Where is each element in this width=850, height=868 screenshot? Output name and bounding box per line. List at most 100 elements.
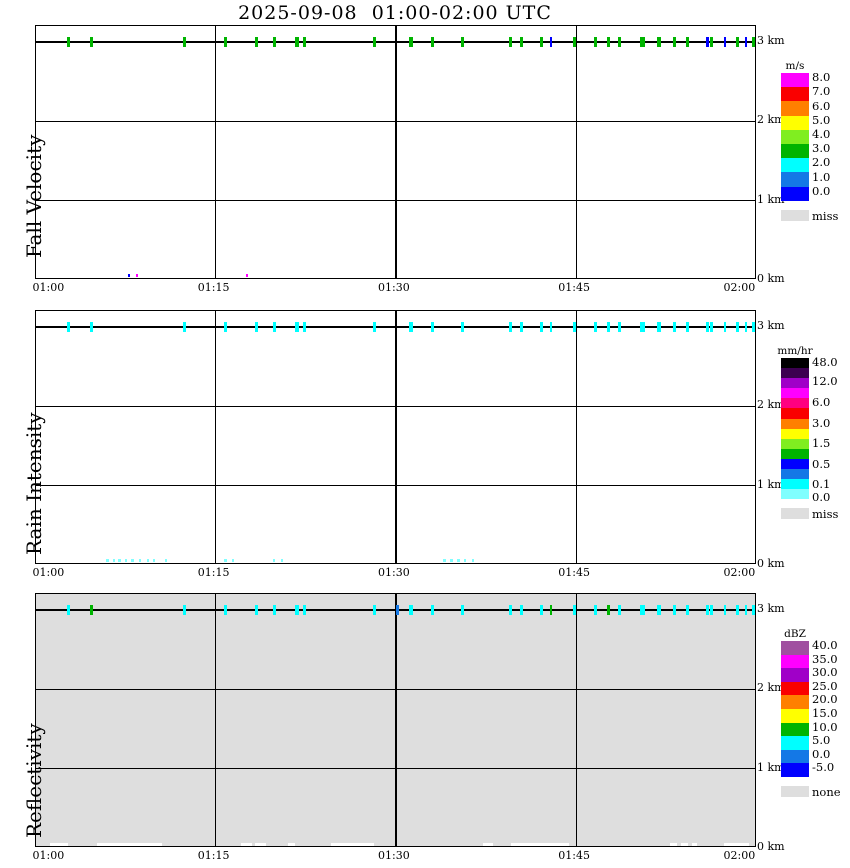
echo-top-mark xyxy=(639,36,645,47)
echo-top-mark xyxy=(408,321,413,332)
colorbar-band xyxy=(781,129,809,144)
echo-top-mark xyxy=(657,36,661,47)
colorbar-band xyxy=(781,654,809,669)
echo-top-mark xyxy=(520,321,523,332)
echo-top-mark xyxy=(685,321,689,332)
colorbar-band xyxy=(781,448,809,459)
echo-top-mark xyxy=(183,321,187,332)
echo-top-mark xyxy=(594,36,598,47)
echo-top-mark xyxy=(736,321,740,332)
gridline-h-1km xyxy=(35,767,755,770)
colorbar-tick-label: 6.0 xyxy=(812,395,831,410)
gridline-v-0115 xyxy=(215,594,217,846)
colorbar-tick-label: 15.0 xyxy=(812,706,838,721)
colorbar-missing-swatch-fall-velocity xyxy=(781,209,809,221)
plot-area-fall-velocity xyxy=(34,25,756,279)
echo-top-mark xyxy=(460,604,464,615)
echo-top-mark xyxy=(710,604,714,615)
echo-top-mark xyxy=(752,36,755,47)
echo-top-mark xyxy=(255,36,259,47)
x-tick-label-0130: 01:30 xyxy=(378,849,410,862)
echo-top-mark xyxy=(224,321,228,332)
low-level-mark xyxy=(139,559,142,562)
ground-clutter-band xyxy=(240,843,252,846)
echo-top-mark xyxy=(273,604,277,615)
colorbar-tick-label: 7.0 xyxy=(812,84,831,99)
colorbar-band xyxy=(781,722,809,737)
colorbar-band xyxy=(781,695,809,709)
colorbar-tick-label: 2.0 xyxy=(812,155,831,170)
echo-top-mark xyxy=(744,321,747,332)
echo-top-mark xyxy=(657,321,661,332)
colorbar-band xyxy=(781,763,809,777)
colorbar-tick-label: 30.0 xyxy=(812,665,838,680)
echo-top-mark xyxy=(672,36,676,47)
x-tick-label-0145: 01:45 xyxy=(558,849,590,862)
echo-top-mark xyxy=(66,604,70,615)
colorbar-tick-label: 1.0 xyxy=(812,169,831,184)
colorbar-band xyxy=(781,489,809,500)
colorbar-band xyxy=(781,388,809,399)
low-level-mark xyxy=(224,559,228,562)
colorbar-unit-reflectivity: dBZ xyxy=(784,628,806,640)
ground-clutter-band xyxy=(724,843,750,846)
x-tick-label-0115: 01:15 xyxy=(197,849,230,862)
low-level-mark xyxy=(153,559,156,562)
gridline-v-0130 xyxy=(395,26,397,278)
echo-top-mark xyxy=(594,321,598,332)
echo-top-mark xyxy=(255,321,259,332)
echo-top-mark xyxy=(549,36,552,47)
colorbar-gradient-rain-intensity xyxy=(781,358,809,500)
echo-top-mark xyxy=(540,321,544,332)
colorbar-band xyxy=(781,479,809,490)
echo-top-mark xyxy=(618,321,622,332)
colorbar-gradient-reflectivity xyxy=(781,641,809,777)
colorbar-band xyxy=(781,186,809,201)
colorbar-band xyxy=(781,172,809,187)
echo-top-mark xyxy=(302,36,306,47)
echo-top-mark xyxy=(302,604,306,615)
colorbar-unit-fall-velocity: m/s xyxy=(785,60,805,72)
gridline-v-0115 xyxy=(215,26,217,278)
echo-top-mark xyxy=(744,604,747,615)
echo-top-mark xyxy=(509,604,513,615)
echo-top-mark xyxy=(752,321,755,332)
low-level-mark xyxy=(456,559,460,562)
colorbar-tick-label: 1.5 xyxy=(812,436,831,451)
ground-clutter-band xyxy=(49,843,68,846)
y-tick-label-2km: 2 km xyxy=(757,681,785,695)
colorbar-band xyxy=(781,458,809,470)
echo-top-mark xyxy=(89,321,93,332)
echo-top-mark xyxy=(657,604,661,615)
echo-top-mark xyxy=(509,321,513,332)
colorbar-band xyxy=(781,668,809,682)
colorbar-band xyxy=(781,469,809,480)
echo-top-mark xyxy=(255,604,259,615)
echo-top-mark xyxy=(302,321,306,332)
echo-top-mark xyxy=(736,36,740,47)
colorbar-tick-label: 25.0 xyxy=(812,678,838,693)
y-tick-label-1km: 1 km xyxy=(757,760,785,774)
echo-top-mark xyxy=(639,604,645,615)
plot-area-reflectivity xyxy=(34,593,756,847)
echo-top-mark xyxy=(607,604,611,615)
y-tick-label-1km: 1 km xyxy=(757,192,785,206)
y-tick-label-2km: 2 km xyxy=(757,113,785,127)
y-tick-label-3km: 3 km xyxy=(757,601,785,615)
y-tick-label-3km: 3 km xyxy=(757,33,785,47)
low-level-mark xyxy=(246,274,249,277)
colorbar-tick-label: 0.1 xyxy=(812,477,831,492)
plot-area-rain-intensity xyxy=(34,310,756,564)
colorbar-tick-label: 0.0 xyxy=(812,746,831,761)
echo-top-mark xyxy=(509,36,513,47)
colorbar-band xyxy=(781,378,809,389)
x-tick-label-0115: 01:15 xyxy=(197,281,230,294)
gridline-h-2km xyxy=(35,120,755,122)
ground-clutter-band xyxy=(331,843,375,846)
x-tick-label-0200: 02:00 xyxy=(723,566,756,579)
echo-top-mark xyxy=(736,604,740,615)
panel-ylabel-reflectivity: Reflectivity xyxy=(22,723,46,838)
echo-top-mark xyxy=(273,36,277,47)
colorbar-tick-label: 12.0 xyxy=(812,374,838,389)
gridline-h-3km xyxy=(35,609,755,611)
